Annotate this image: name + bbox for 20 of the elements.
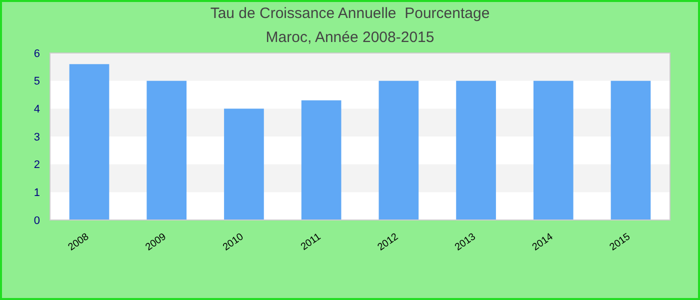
y-tick-label: 6 (34, 48, 40, 60)
chart-title: Tau de Croissance Annuelle Pourcentage (210, 5, 490, 22)
x-tick-label: 2010 (221, 231, 246, 254)
bar (610, 80, 651, 220)
bar (146, 80, 187, 220)
bar (224, 108, 264, 220)
x-tick-label: 2009 (144, 231, 169, 254)
bar (69, 64, 110, 220)
y-tick-label: 5 (34, 76, 40, 88)
bar (456, 80, 496, 220)
bar (378, 80, 419, 220)
y-tick-label: 0 (34, 214, 40, 227)
y-tick-label: 3 (34, 131, 40, 144)
bar (533, 80, 574, 220)
x-tick-label: 2011 (299, 231, 324, 253)
y-tick-label: 1 (34, 187, 40, 200)
chart-subtitle: Maroc, Année 2008-2015 (266, 29, 434, 46)
bar (301, 100, 342, 220)
y-tick-label: 4 (34, 104, 40, 116)
y-tick-label: 2 (34, 159, 40, 172)
